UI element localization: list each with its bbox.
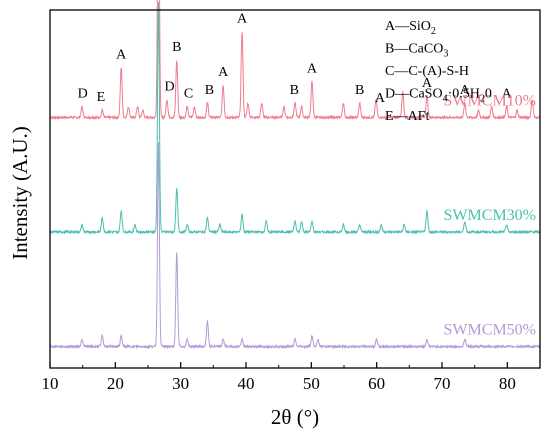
peak-label: C <box>184 87 193 102</box>
peak-label: A <box>422 76 433 91</box>
annotation-layer: DEAADBCBAABABAAAASWMCM10%SWMCM30%SWMCM50… <box>78 11 536 339</box>
peak-label: A <box>116 47 127 62</box>
y-axis-label: Intensity (A.U.) <box>8 126 32 260</box>
x-tick-label: 80 <box>499 374 516 393</box>
x-tick-label: 40 <box>238 374 255 393</box>
x-axis-label: 2θ (°) <box>271 405 319 429</box>
x-tick-label: 50 <box>303 374 320 393</box>
x-tick-label: 30 <box>172 374 189 393</box>
x-tick-label: 70 <box>434 374 451 393</box>
peak-label: B <box>290 83 299 98</box>
peak-label: A <box>502 87 513 102</box>
legend-entry: B—CaCO3 <box>385 42 448 60</box>
phase-legend: A—SiO2 B—CaCO3 C—C-(A)-S-H D—CaSO4·0.5H20 E—… <box>385 19 492 124</box>
legend-entry: E—AFt <box>385 109 429 124</box>
peak-label: E <box>97 90 106 105</box>
series-label: SWMCM30% <box>444 207 536 224</box>
legend-entry: D—CaSO4·0.5H20 <box>385 87 492 105</box>
peak-label: A <box>307 62 318 77</box>
peak-label: D <box>78 87 88 102</box>
peak-label: A <box>460 83 471 98</box>
series-line-1 <box>50 0 541 121</box>
x-axis-ticks: 10 20 30 40 50 60 70 80 <box>42 362 516 393</box>
x-tick-label: 60 <box>368 374 385 393</box>
series-label: SWMCM50% <box>444 322 536 339</box>
x-tick-label: 10 <box>42 374 59 393</box>
peak-label: B <box>172 40 181 55</box>
series-layer <box>49 0 541 350</box>
series-line-3 <box>50 142 541 350</box>
peak-label: A <box>375 91 386 106</box>
peak-label: A <box>237 11 248 26</box>
plot-frame <box>49 9 541 369</box>
series-line-2 <box>49 2 541 235</box>
legend-entry: A—SiO2 <box>385 19 436 37</box>
series-label: SWMCM10% <box>444 92 536 109</box>
peak-label: A <box>218 65 229 80</box>
peak-label: B <box>355 83 364 98</box>
x-tick-label: 20 <box>107 374 124 393</box>
peak-label: D <box>164 80 174 95</box>
peak-label: B <box>205 83 214 98</box>
legend-entry: C—C-(A)-S-H <box>385 64 469 79</box>
